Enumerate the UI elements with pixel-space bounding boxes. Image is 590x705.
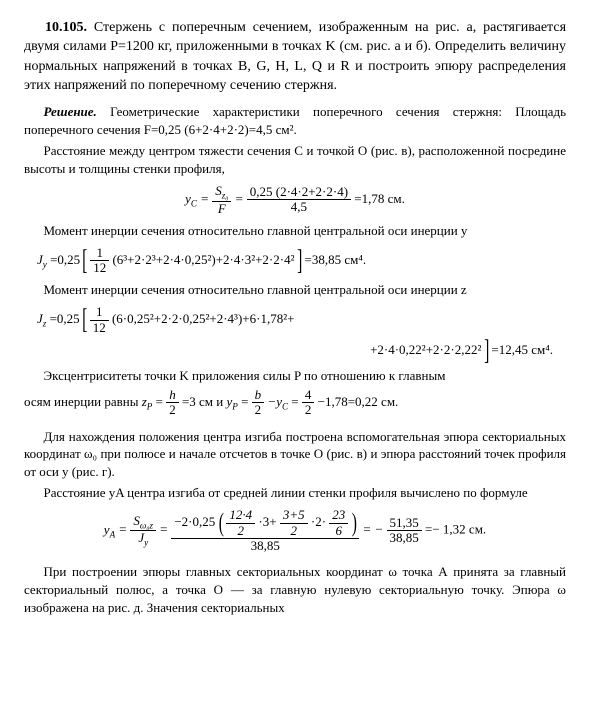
solution-label: Решение. (44, 104, 97, 119)
formula-jy: Jy =0,25 [ 112 (6³+2·2³+2·4·0,25²)+2·4·3… (24, 246, 566, 276)
p-last: При построении эпюры главных секториальн… (24, 563, 566, 617)
formula-yc: yC = Sz₀ F = 0,25 (2·4·2+2·2·4) 4,5 =1,7… (24, 184, 566, 216)
sol2-text: Расстояние между центром тяжести сечения… (24, 142, 566, 178)
sol1-text: Геометрические характеристики поперечног… (24, 104, 566, 137)
solution-p1: Решение. Геометрические характеристики п… (24, 103, 566, 139)
p-yA: Расстояние yA центра изгиба от средней л… (24, 484, 566, 502)
formula-ecc: осям инерции равны zP = h2 =3 см и yP = … (24, 388, 566, 418)
problem-text: Стержень с поперечным сечением, изображе… (24, 20, 566, 93)
p-ecc: Эксцентриситеты точки K приложения силы … (24, 367, 566, 385)
problem-statement: 10.105. Стержень с поперечным сечением, … (24, 18, 566, 95)
formula-jz-2: +2·4·0,22²+2·2·2,22² ] =12,45 см⁴. (24, 341, 566, 361)
formula-yA: yA = Sω₀z Jy = −2·0,25 ( 12·42 ·3+ 3+52 … (24, 508, 566, 553)
p-jy: Момент инерции сечения относительно глав… (24, 222, 566, 240)
formula-jz-1: Jz =0,25 [ 112 (6·0,25²+2·2·0,25²+2·4³)+… (24, 305, 566, 335)
problem-number: 10.105. (45, 20, 87, 35)
p-cb: Для нахождения положения центра изгиба п… (24, 428, 566, 482)
p-jz: Момент инерции сечения относительно глав… (24, 281, 566, 299)
